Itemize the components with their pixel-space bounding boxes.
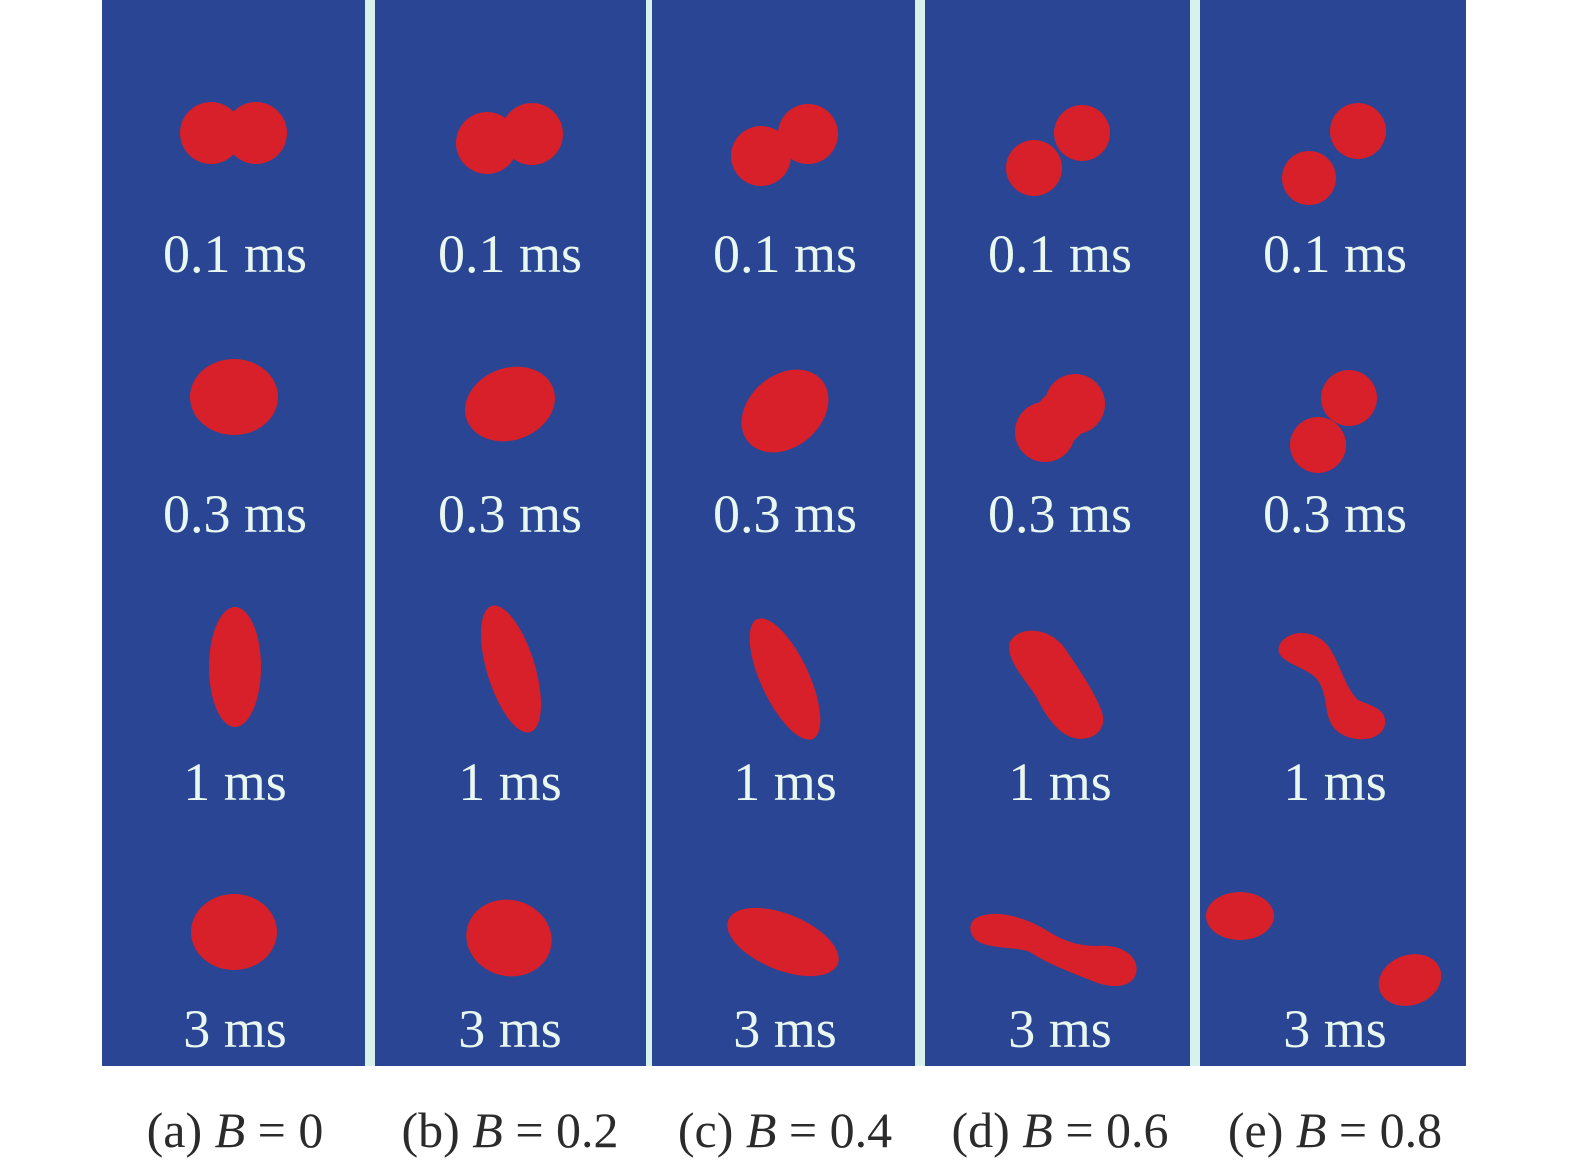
time-label-c-4: 3 ms [733,999,837,1059]
caption-tag: (e) [1227,1102,1284,1158]
caption-c: (c) B = 0.4 [635,1100,935,1160]
panel-c-background [652,0,915,1066]
droplet-d-0.3ms [1015,374,1105,462]
time-label-a-3: 1 ms [183,752,287,812]
droplet-d-1ms [1009,630,1104,739]
caption-variable: B [472,1102,503,1158]
droplet-e-0.3ms-right [1321,370,1377,426]
time-label-a-4: 3 ms [183,999,287,1059]
time-label-b-1: 0.1 ms [437,224,583,284]
caption-tag: (a) [146,1102,203,1158]
caption-variable: B [1022,1102,1053,1158]
time-label-c-1: 0.1 ms [712,224,858,284]
droplet-d-3ms [970,913,1137,987]
caption-variable: B [1295,1102,1327,1158]
droplet-e-0.1ms-right [1330,103,1386,159]
time-label-d-4: 3 ms [1008,999,1112,1059]
panel-b-background [375,0,646,1066]
panel-divider [365,0,375,1066]
caption-tag: (c) [677,1102,734,1158]
panel-e-droplets [1206,103,1442,1006]
panel-d-droplets [970,105,1137,987]
caption-variable: B [745,1102,777,1158]
caption-tag: (d) [951,1102,1010,1158]
panel-a-droplets [180,102,287,970]
caption-value: = 0.2 [515,1102,619,1158]
time-label-b-2: 0.3 ms [437,484,583,544]
caption-value: = 0 [257,1102,324,1158]
droplet-a-0.3ms [190,359,278,435]
time-label-d-3: 1 ms [1008,752,1112,812]
droplet-b-0.3ms [465,366,555,442]
caption-value: = 0.6 [1065,1102,1169,1158]
time-label-e-1: 0.1 ms [1262,224,1408,284]
droplet-e-3ms-left [1206,892,1274,940]
droplet-e-1ms [1278,632,1386,740]
caption-variable: B [214,1102,246,1158]
droplet-a-1ms [209,607,261,727]
droplet-b-3ms [466,899,552,977]
time-label-a-2: 0.3 ms [162,484,308,544]
panel-b-droplets [456,103,563,977]
caption-d: (d) B = 0.6 [910,1100,1210,1160]
time-label-e-2: 0.3 ms [1262,484,1408,544]
caption-b: (b) B = 0.2 [360,1100,660,1160]
panel-divider [915,0,925,1066]
droplet-c-0.3ms [741,369,829,453]
droplet-d-0.1ms-left [1006,140,1062,196]
time-label-a-1: 0.1 ms [162,224,308,284]
time-label-d-2: 0.3 ms [987,484,1133,544]
panel-divider [646,0,652,1066]
droplet-e-0.3ms-left [1290,417,1346,473]
caption-value: = 0.4 [788,1102,893,1158]
time-label-c-2: 0.3 ms [712,484,858,544]
droplet-e-0.1ms-left [1282,151,1336,205]
caption-tag: (b) [401,1102,460,1158]
time-label-d-1: 0.1 ms [987,224,1133,284]
droplet-a-3ms [191,894,277,970]
droplet-c-1ms [749,618,821,740]
droplet-c-0.1ms [731,104,838,186]
caption-e: (e) B = 0.8 [1185,1100,1485,1160]
droplet-b-0.1ms [456,103,563,174]
droplet-e-3ms-right [1378,954,1442,1006]
droplet-d-0.1ms-right [1054,105,1110,161]
time-label-e-4: 3 ms [1283,999,1387,1059]
caption-value: = 0.8 [1338,1102,1443,1158]
time-label-b-4: 3 ms [458,999,562,1059]
panel-c-droplets [727,104,839,977]
droplet-c-3ms [727,907,839,977]
droplet-a-0.1ms [180,102,287,164]
caption-a: (a) B = 0 [85,1100,385,1160]
droplet-b-1ms [481,605,541,733]
time-label-e-3: 1 ms [1283,752,1387,812]
panel-a-background [102,0,365,1066]
time-label-b-3: 1 ms [458,752,562,812]
panel-divider [1190,0,1200,1066]
time-label-c-3: 1 ms [733,752,837,812]
